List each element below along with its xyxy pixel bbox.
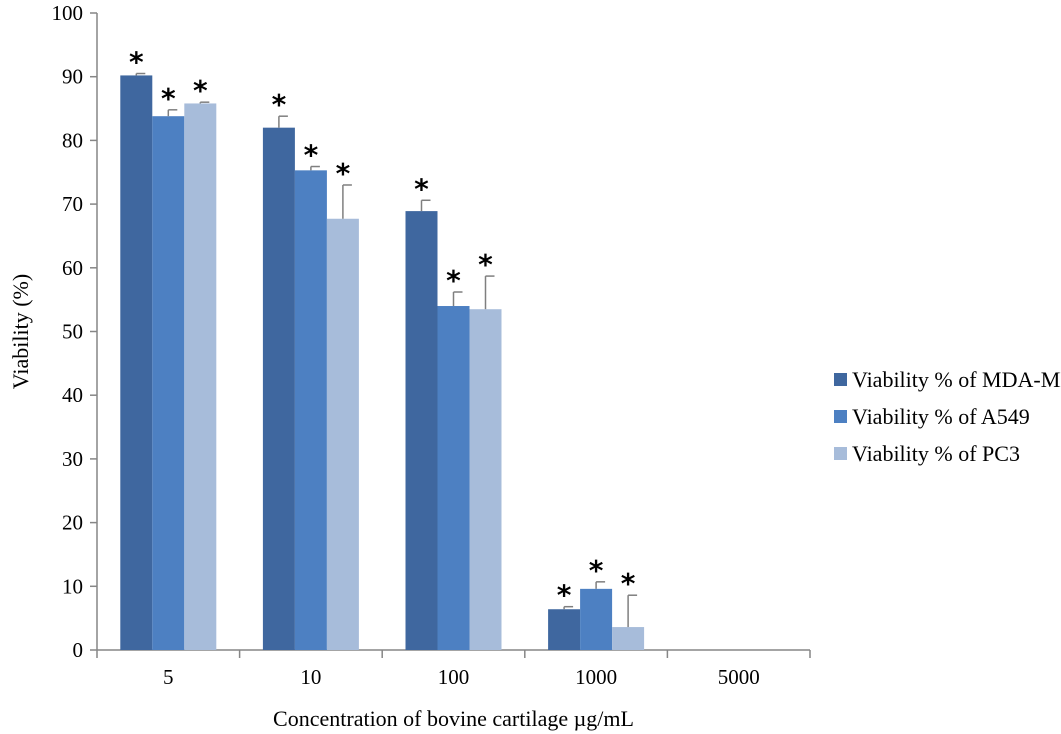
y-axis-title: Viability (%) (8, 274, 33, 389)
bar (580, 588, 613, 650)
y-tick-label: 80 (62, 128, 83, 152)
legend: Viability % of MDA-MB-231 Viability % of … (834, 367, 1061, 466)
bar (469, 309, 502, 650)
significance-star: * (193, 74, 208, 107)
significance-star: * (304, 139, 319, 172)
significance-star: * (621, 567, 636, 600)
significance-star: * (272, 88, 287, 121)
x-tick-label: 5 (163, 665, 174, 689)
y-tick-label: 30 (62, 447, 83, 471)
y-tick-label: 50 (62, 320, 83, 344)
bar (612, 627, 645, 650)
bar (548, 609, 581, 650)
significance-star: * (478, 248, 493, 281)
x-tick-label: 100 (438, 665, 470, 689)
bar (262, 127, 295, 650)
bar (326, 218, 359, 650)
significance-star: * (129, 46, 144, 79)
y-tick-label: 40 (62, 383, 83, 407)
legend-swatch (834, 447, 847, 460)
legend-swatch (834, 373, 847, 386)
legend-label: Viability % of MDA-MB-231 (852, 367, 1061, 392)
y-tick-label: 10 (62, 574, 83, 598)
y-tick-label: 90 (62, 65, 83, 89)
bars (120, 75, 645, 651)
significance-star: * (446, 264, 461, 297)
legend-swatch (834, 410, 847, 423)
y-tick-label: 70 (62, 192, 83, 216)
x-tick-label: 1000 (575, 665, 617, 689)
x-tick-label: 5000 (718, 665, 760, 689)
bar (152, 116, 185, 651)
bar (120, 75, 153, 650)
bar (184, 103, 217, 651)
legend-label: Viability % of A549 (852, 404, 1030, 429)
y-tick-labels: 0 10 20 30 40 50 60 70 80 90 100 (52, 1, 84, 662)
bar (437, 306, 470, 650)
significance-star: * (336, 157, 351, 190)
y-tick-label: 20 (62, 511, 83, 535)
x-axis-title: Concentration of bovine cartilage µg/mL (273, 706, 634, 731)
error-bars (135, 72, 638, 628)
legend-label: Viability % of PC3 (852, 441, 1020, 466)
significance-markers: * * * * * * * * * * * * (129, 46, 636, 612)
y-tick-label: 100 (52, 1, 84, 25)
significance-star: * (589, 554, 604, 587)
bar (294, 170, 327, 651)
y-tick-label: 0 (73, 638, 84, 662)
y-tick-label: 60 (62, 256, 83, 280)
bar (405, 211, 438, 650)
significance-star: * (414, 172, 429, 205)
significance-star: * (161, 82, 176, 115)
significance-star: * (557, 579, 572, 612)
x-tick-label: 10 (300, 665, 321, 689)
x-tick-labels: 5 10 100 1000 5000 (163, 665, 760, 689)
